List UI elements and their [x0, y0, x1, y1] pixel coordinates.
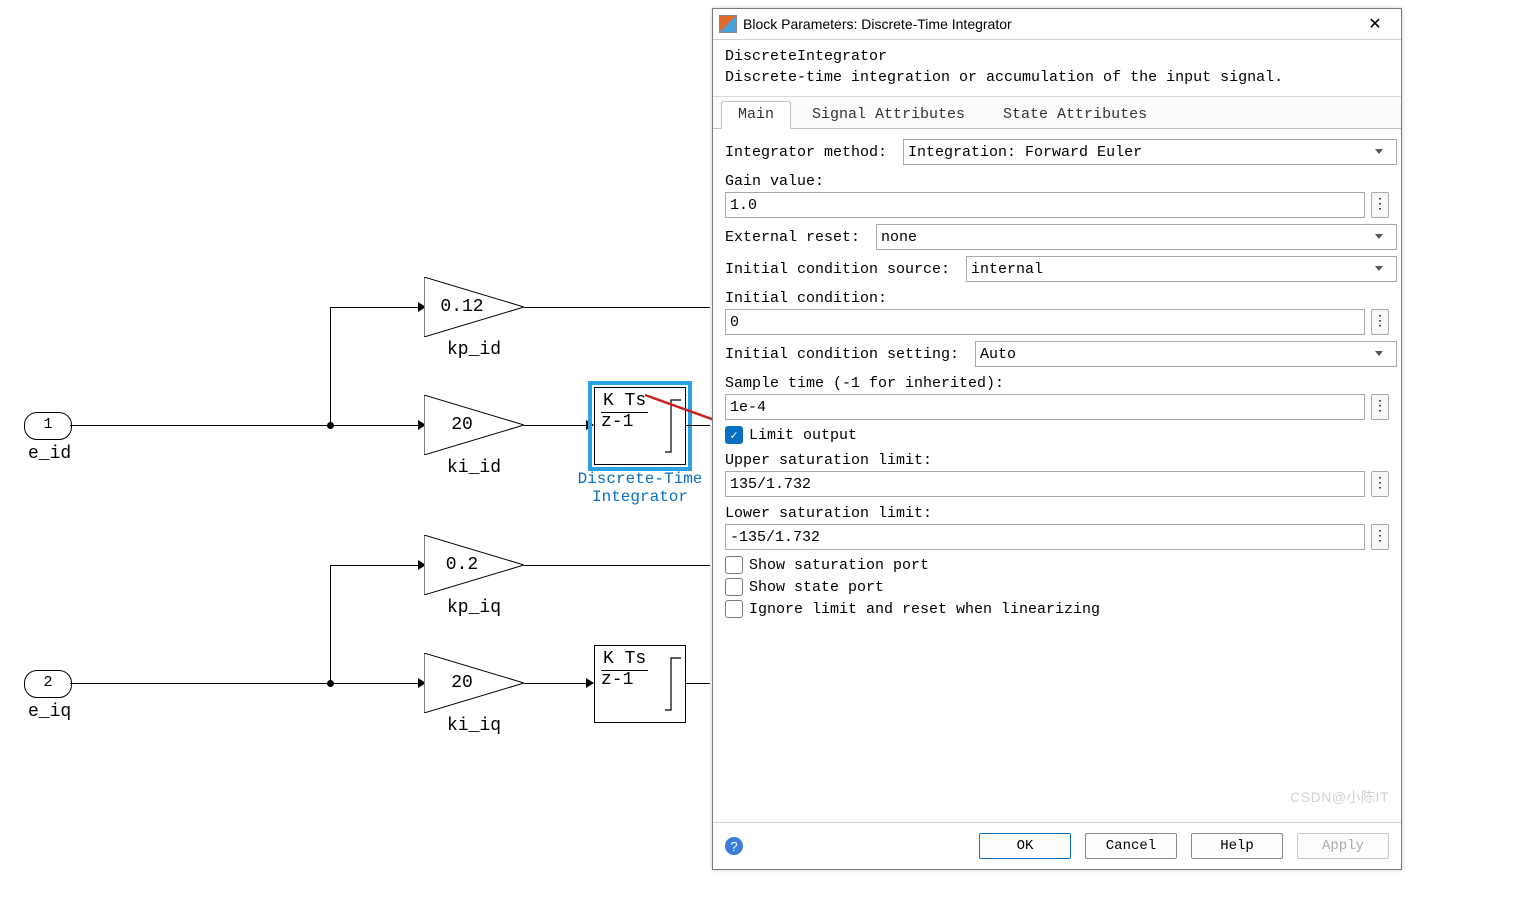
- discrete-time-integrator-2[interactable]: K Ts z-1: [594, 645, 686, 723]
- inport-1-number: 1: [43, 416, 52, 433]
- sample-time-more-button[interactable]: ⋮: [1371, 394, 1389, 420]
- limit-output-label: Limit output: [749, 427, 857, 444]
- wire: [70, 683, 330, 684]
- vertical-ellipsis-icon: ⋮: [1373, 477, 1387, 491]
- sample-time-label: Sample time (-1 for inherited):: [725, 375, 1004, 392]
- ok-button[interactable]: OK: [979, 833, 1071, 859]
- wire: [524, 565, 710, 566]
- tab-main[interactable]: Main: [721, 101, 791, 129]
- show-state-port-checkbox[interactable]: [725, 578, 743, 596]
- gain-kp-id-value: 0.12: [432, 277, 492, 337]
- block-type-heading: DiscreteIntegrator: [725, 48, 1389, 65]
- arrow-icon: [586, 678, 594, 688]
- external-reset-label: External reset:: [725, 229, 860, 246]
- simulink-canvas: 1 e_id 2 e_iq 0.12 kp_id 20 ki_id K Ts z…: [0, 0, 710, 914]
- gain-ki-iq-label: ki_iq: [424, 716, 524, 736]
- dialog-description-area: DiscreteIntegrator Discrete-time integra…: [713, 40, 1401, 97]
- lower-sat-input[interactable]: [725, 524, 1365, 550]
- initial-condition-more-button[interactable]: ⋮: [1371, 309, 1389, 335]
- sample-time-input[interactable]: [725, 394, 1365, 420]
- block-parameters-dialog: Block Parameters: Discrete-Time Integrat…: [712, 8, 1402, 870]
- upper-sat-input[interactable]: [725, 471, 1365, 497]
- show-sat-port-checkbox[interactable]: [725, 556, 743, 574]
- wire: [330, 565, 418, 566]
- tab-signal-attributes[interactable]: Signal Attributes: [795, 101, 982, 128]
- upper-sat-more-button[interactable]: ⋮: [1371, 471, 1389, 497]
- inport-2[interactable]: 2: [24, 670, 72, 698]
- wire: [70, 425, 330, 426]
- gain-kp-id[interactable]: 0.12: [424, 277, 524, 337]
- wire: [524, 683, 586, 684]
- wire: [330, 307, 331, 425]
- discrete-time-integrator-1[interactable]: K Ts z-1: [594, 387, 686, 465]
- dialog-footer: ? OK Cancel Help Apply: [713, 822, 1401, 869]
- help-button[interactable]: Help: [1191, 833, 1283, 859]
- show-sat-port-label: Show saturation port: [749, 557, 929, 574]
- watermark: CSDN@小陈IT: [1290, 787, 1389, 807]
- initial-condition-setting-select[interactable]: Auto: [975, 341, 1397, 367]
- ignore-limit-label: Ignore limit and reset when linearizing: [749, 601, 1100, 618]
- wire: [524, 307, 710, 308]
- initial-condition-label: Initial condition:: [725, 290, 887, 307]
- wire: [685, 683, 710, 684]
- block-description: Discrete-time integration or accumulatio…: [725, 69, 1389, 86]
- gain-kp-id-label: kp_id: [424, 340, 524, 360]
- gain-kp-iq-label: kp_iq: [424, 598, 524, 618]
- dialog-title: Block Parameters: Discrete-Time Integrat…: [743, 16, 1012, 32]
- dialog-form: Integrator method: Integration: Forward …: [713, 129, 1401, 822]
- discrete-time-integrator-1-label: Discrete-TimeIntegrator: [570, 470, 710, 506]
- saturation-icon: [663, 394, 683, 458]
- upper-sat-label: Upper saturation limit:: [725, 452, 932, 469]
- inport-1-label: e_id: [28, 444, 71, 464]
- initial-condition-source-label: Initial condition source:: [725, 261, 950, 278]
- apply-button[interactable]: Apply: [1297, 833, 1389, 859]
- integrator-method-label: Integrator method:: [725, 144, 887, 161]
- wire: [685, 425, 710, 426]
- close-icon: ✕: [1368, 14, 1381, 34]
- wire: [330, 425, 418, 426]
- initial-condition-input[interactable]: [725, 309, 1365, 335]
- gain-ki-iq-value: 20: [432, 653, 492, 713]
- ignore-limit-checkbox[interactable]: [725, 600, 743, 618]
- show-state-port-label: Show state port: [749, 579, 884, 596]
- help-icon[interactable]: ?: [725, 837, 743, 855]
- gain-value-more-button[interactable]: ⋮: [1371, 192, 1389, 218]
- limit-output-checkbox[interactable]: ✓: [725, 426, 743, 444]
- lower-sat-more-button[interactable]: ⋮: [1371, 524, 1389, 550]
- inport-2-number: 2: [43, 674, 52, 691]
- gain-ki-id-label: ki_id: [424, 458, 524, 478]
- vertical-ellipsis-icon: ⋮: [1373, 530, 1387, 544]
- inport-1[interactable]: 1: [24, 412, 72, 440]
- dialog-tabs: Main Signal Attributes State Attributes: [713, 97, 1401, 129]
- initial-condition-source-select[interactable]: internal: [966, 256, 1397, 282]
- lower-sat-label: Lower saturation limit:: [725, 505, 932, 522]
- saturation-icon: [663, 652, 683, 716]
- vertical-ellipsis-icon: ⋮: [1373, 400, 1387, 414]
- external-reset-select[interactable]: none: [876, 224, 1397, 250]
- inport-2-label: e_iq: [28, 702, 71, 722]
- dialog-titlebar[interactable]: Block Parameters: Discrete-Time Integrat…: [713, 9, 1401, 40]
- tab-state-attributes[interactable]: State Attributes: [986, 101, 1164, 128]
- gain-ki-iq[interactable]: 20: [424, 653, 524, 713]
- gain-value-input[interactable]: [725, 192, 1365, 218]
- wire: [330, 683, 418, 684]
- vertical-ellipsis-icon: ⋮: [1373, 315, 1387, 329]
- wire: [330, 307, 418, 308]
- wire: [330, 565, 331, 683]
- wire: [524, 425, 586, 426]
- close-button[interactable]: ✕: [1355, 10, 1395, 38]
- gain-ki-id-value: 20: [432, 395, 492, 455]
- cancel-button[interactable]: Cancel: [1085, 833, 1177, 859]
- simulink-app-icon: [719, 15, 737, 33]
- initial-condition-setting-label: Initial condition setting:: [725, 346, 959, 363]
- arrow-icon: [586, 420, 594, 430]
- gain-value-label: Gain value:: [725, 173, 824, 190]
- gain-kp-iq-value: 0.2: [432, 535, 492, 595]
- gain-kp-iq[interactable]: 0.2: [424, 535, 524, 595]
- gain-ki-id[interactable]: 20: [424, 395, 524, 455]
- integrator-method-select[interactable]: Integration: Forward Euler: [903, 139, 1397, 165]
- vertical-ellipsis-icon: ⋮: [1373, 198, 1387, 212]
